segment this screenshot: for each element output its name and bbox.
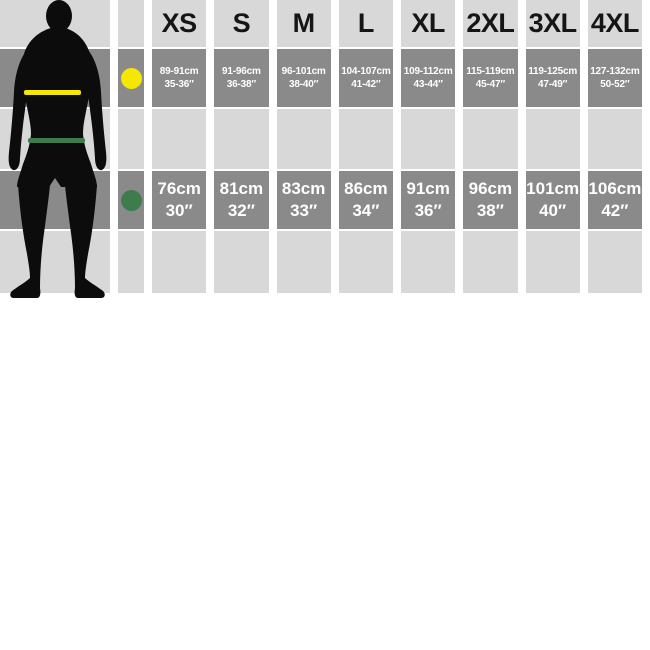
chest-cell-xs: 89-91cm 35-36″	[152, 49, 207, 107]
chest-inches: 36-38″	[226, 79, 256, 90]
spacer-cell	[152, 109, 207, 169]
waist-marker-dot-icon	[120, 189, 142, 211]
waist-inches: 38″	[476, 201, 504, 220]
silhouette-torso-shorts	[17, 28, 97, 187]
chest-marker-cell	[118, 49, 144, 107]
chest-inches: 47-49″	[538, 79, 568, 90]
chest-inches: 43-44″	[413, 79, 443, 90]
size-header-xl: XL	[401, 0, 456, 47]
spacer-cell	[587, 109, 642, 169]
chest-cm: 104-107cm	[341, 66, 391, 77]
chest-cm: 119-125cm	[528, 66, 578, 77]
chest-inches: 45-47″	[475, 79, 505, 90]
size-header-3xl: 3XL	[525, 0, 580, 47]
male-silhouette	[8, 0, 107, 298]
chest-cell-2xl: 115-119cm 45-47″	[463, 49, 518, 107]
spacer-cell	[152, 231, 207, 293]
waist-marker-cell	[118, 171, 144, 229]
chest-cell-4xl: 127-132cm 50-52″	[587, 49, 642, 107]
spacer-cell	[463, 109, 518, 169]
waist-cell-l: 86cm 34″	[338, 171, 393, 229]
spacer-cell	[118, 109, 144, 169]
chest-measure-line	[24, 90, 81, 95]
spacer-cell	[276, 231, 331, 293]
waist-cell-s: 81cm 32″	[214, 171, 269, 229]
spacer-cell	[401, 109, 456, 169]
silhouette-right-arm	[84, 46, 107, 171]
chest-cell-s: 91-96cm 36-38″	[214, 49, 269, 107]
chest-cm: 96-101cm	[281, 66, 326, 77]
spacer-cell	[463, 231, 518, 293]
chest-inches: 38-40″	[289, 79, 319, 90]
spacer-cell	[525, 231, 580, 293]
spacer-cell	[214, 109, 269, 169]
size-header-l: L	[338, 0, 393, 47]
waist-cell-xl: 91cm 36″	[401, 171, 456, 229]
chest-cell-3xl: 119-125cm 47-49″	[525, 49, 580, 107]
waist-cm: 86cm	[344, 179, 388, 198]
waist-cm: 83cm	[281, 179, 326, 198]
waist-cell-4xl: 106cm 42″	[587, 171, 642, 229]
chest-cell-xl: 109-112cm 43-44″	[401, 49, 456, 107]
waist-cell-xs: 76cm 30″	[152, 171, 207, 229]
waist-inches: 42″	[601, 201, 629, 220]
chest-cell-l: 104-107cm 41-42″	[338, 49, 393, 107]
waist-cm: 76cm	[157, 179, 201, 198]
waist-cell-m: 83cm 33″	[276, 171, 331, 229]
size-header-2xl: 2XL	[463, 0, 518, 47]
silhouette-left-arm	[8, 46, 31, 171]
waist-cell-2xl: 96cm 38″	[463, 171, 518, 229]
size-header-s: S	[214, 0, 269, 47]
marker-column-header-cell	[118, 0, 144, 47]
silhouette-left-leg	[10, 185, 50, 298]
spacer-cell	[338, 231, 393, 293]
silhouette-right-leg	[65, 185, 105, 298]
spacer-cell	[338, 109, 393, 169]
chest-cell-m: 96-101cm 38-40″	[276, 49, 331, 107]
waist-cm: 81cm	[219, 179, 264, 198]
spacer-cell	[0, 231, 110, 293]
chest-cm: 89-91cm	[159, 66, 199, 77]
waist-inches: 40″	[539, 201, 567, 220]
waist-cell-3xl: 101cm 40″	[525, 171, 580, 229]
spacer-cell	[118, 231, 144, 293]
waist-cm: 106cm	[588, 179, 642, 198]
chest-marker-dot-icon	[120, 67, 142, 89]
waist-cm: 96cm	[468, 179, 513, 198]
chest-cm: 115-119cm	[466, 66, 515, 77]
waist-cm: 91cm	[406, 179, 450, 198]
spacer-cell	[276, 109, 331, 169]
chest-cm: 91-96cm	[222, 66, 261, 77]
waist-inches: 30″	[165, 201, 193, 220]
chest-inches: 35-36″	[164, 79, 194, 90]
spacer-cell	[525, 109, 580, 169]
chest-inches: 41-42″	[351, 79, 381, 90]
chest-inches: 50-52″	[600, 79, 630, 90]
spacer-cell	[401, 231, 456, 293]
waist-inches: 36″	[414, 201, 442, 220]
waist-inches: 33″	[290, 201, 318, 220]
size-header-m: M	[276, 0, 331, 47]
spacer-cell	[587, 231, 642, 293]
waist-measure-line	[28, 138, 85, 143]
size-header-xs: XS	[152, 0, 207, 47]
waist-inches: 34″	[352, 201, 380, 220]
chest-cm: 127-132cm	[590, 66, 640, 77]
waist-cm: 101cm	[526, 179, 580, 198]
waist-inches: 32″	[227, 201, 255, 220]
chest-cm: 109-112cm	[403, 66, 453, 77]
spacer-cell	[214, 231, 269, 293]
size-header-4xl: 4XL	[587, 0, 642, 47]
